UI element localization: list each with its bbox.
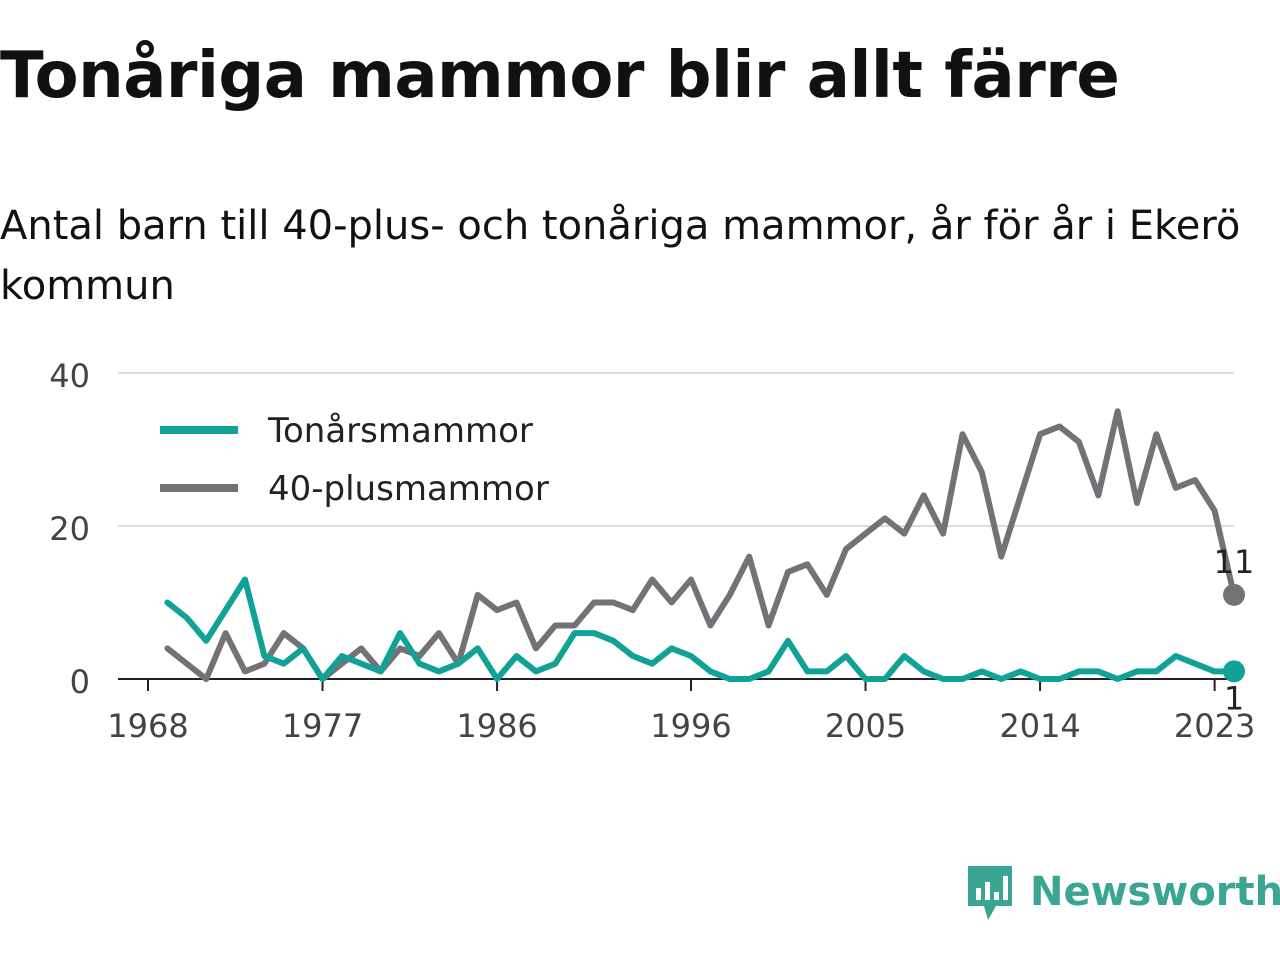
- series-line-40-plusmammor: [164, 408, 1237, 682]
- end-point-40-plusmammor: [1223, 583, 1245, 606]
- x-tick-label: 1977: [282, 707, 363, 745]
- legend-label: 40-plusmammor: [268, 469, 549, 509]
- legend-label: Tonårsmammor: [267, 411, 533, 451]
- y-tick-label: 0: [70, 663, 90, 701]
- end-point-tonarsmammor: [1223, 660, 1245, 683]
- x-tick-label: 1996: [650, 707, 731, 745]
- end-label-tonarsmammor: 1: [1224, 679, 1244, 717]
- y-tick-label: 40: [49, 357, 90, 395]
- x-tick-label: 2023: [1174, 707, 1255, 745]
- x-tick-label: 2014: [999, 707, 1080, 745]
- x-tick-label: 1986: [456, 707, 537, 745]
- x-tick-label: 2005: [825, 707, 906, 745]
- y-tick-label: 20: [49, 510, 90, 548]
- series-line-tonarsmammor: [164, 576, 1237, 682]
- legend-background: [148, 398, 578, 524]
- brand-logo: Newsworthy: [964, 862, 1280, 922]
- chart-subtitle: Antal barn till 40-plus- och tonåriga ma…: [0, 203, 1241, 309]
- chart-title: Tonåriga mammor blir allt färre: [0, 39, 1120, 113]
- newsworthy-logo-icon: [968, 866, 1012, 920]
- end-label-40-plusmammor: 11: [1214, 543, 1255, 581]
- x-tick-label: 1968: [107, 707, 188, 745]
- brand-name: Newsworthy: [1030, 869, 1280, 915]
